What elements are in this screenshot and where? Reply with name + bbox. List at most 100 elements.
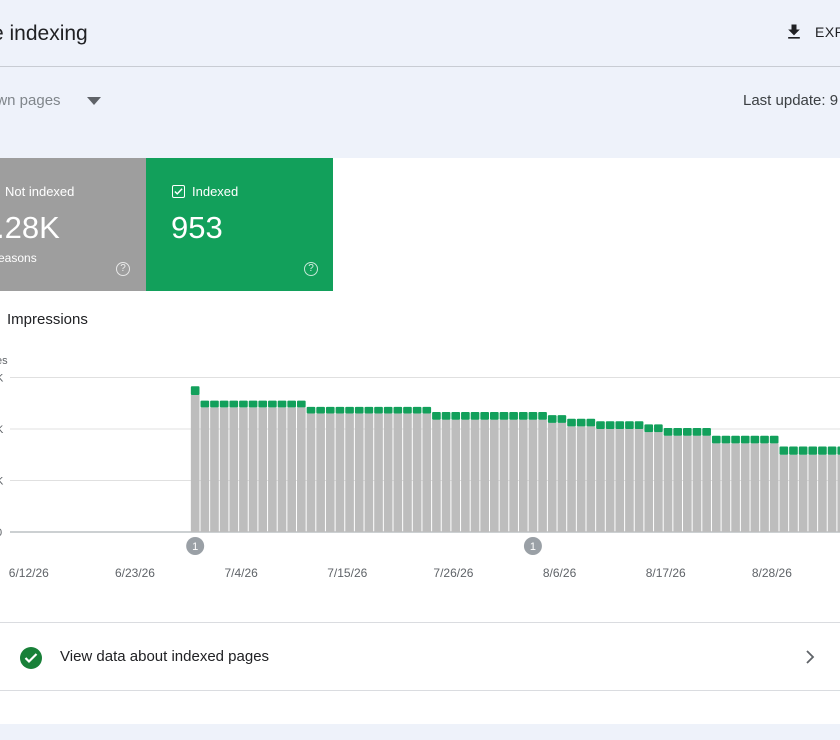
bar-indexed	[528, 412, 538, 420]
bar-not-indexed	[490, 419, 499, 532]
bar-indexed	[509, 412, 518, 420]
bar-indexed	[219, 400, 229, 408]
bar-indexed	[808, 446, 818, 455]
bar-not-indexed	[663, 435, 673, 532]
bar-indexed	[490, 412, 499, 420]
export-button[interactable]: EXP	[784, 22, 840, 42]
bar-not-indexed	[258, 407, 268, 532]
x-tick-label: 6/23/26	[115, 566, 155, 580]
indexed-value: 953	[171, 210, 223, 245]
bar-not-indexed	[277, 407, 287, 532]
bar-indexed	[634, 421, 644, 429]
bar-indexed	[200, 400, 210, 408]
annotation-marker	[186, 537, 205, 555]
annotation-label: 1	[530, 541, 536, 553]
filter-label: own pages	[0, 92, 61, 109]
bar-not-indexed	[239, 407, 248, 532]
bar-indexed	[818, 446, 827, 455]
help-icon[interactable]: ?	[116, 262, 130, 276]
help-icon[interactable]: ?	[304, 262, 318, 276]
bar-not-indexed	[605, 429, 615, 532]
bar-not-indexed	[547, 422, 557, 532]
bar-indexed	[711, 435, 721, 444]
y-axis-label: es	[0, 355, 8, 367]
bar-indexed	[335, 406, 345, 414]
not-indexed-card[interactable]: Not indexed .28K easons ?	[0, 158, 146, 291]
x-tick-label: 8/6/26	[543, 566, 577, 580]
bar-not-indexed	[528, 419, 538, 532]
bar-not-indexed	[509, 419, 518, 532]
bar-not-indexed	[711, 443, 721, 532]
report-panel: Not indexed .28K easons ? Indexed 953 ? …	[0, 158, 840, 724]
download-icon	[788, 24, 800, 39]
bar-indexed	[248, 400, 258, 408]
bar-indexed	[297, 400, 306, 408]
bar-indexed	[547, 415, 557, 423]
bar-not-indexed	[818, 454, 827, 532]
bar-indexed	[789, 446, 798, 455]
y-tick-label: K	[0, 373, 4, 385]
bar-not-indexed	[364, 413, 374, 532]
indexing-chart: es K K K 0 1 1 6/12/26 6/23/26 7/4/26 7/15/26 7/26/…	[0, 343, 840, 588]
bar-not-indexed	[750, 443, 760, 532]
bar-indexed	[760, 435, 769, 444]
export-label: EXP	[815, 24, 840, 40]
bar-not-indexed	[789, 454, 798, 532]
chart-svg: es K K K 0 1 1 6/12/26 6/23/26 7/4/26 7/15/26 7/26/…	[0, 355, 840, 580]
bar-not-indexed	[827, 454, 837, 532]
bar-indexed	[731, 435, 740, 444]
bar-indexed	[644, 424, 654, 433]
x-tick-label: 7/4/26	[224, 566, 258, 580]
bar-not-indexed	[470, 419, 480, 532]
bar-not-indexed	[403, 413, 412, 532]
x-tick-label: 7/26/26	[433, 566, 473, 580]
bar-indexed	[837, 446, 840, 455]
bar-not-indexed	[422, 413, 432, 532]
bar-indexed	[663, 427, 673, 436]
chevron-right-icon	[806, 650, 815, 664]
bar-not-indexed	[287, 407, 296, 532]
pages-filter-dropdown[interactable]: own pages	[0, 92, 101, 109]
bar-not-indexed	[557, 422, 567, 532]
bar-not-indexed	[615, 429, 625, 532]
bar-not-indexed	[499, 419, 509, 532]
bar-not-indexed	[219, 407, 229, 532]
checkbox-checked-icon[interactable]	[172, 185, 185, 198]
bar-not-indexed	[740, 443, 750, 532]
bar-indexed	[596, 421, 605, 429]
bar-indexed	[480, 412, 489, 420]
bar-indexed	[702, 427, 711, 436]
page-header: e indexing EXP	[0, 0, 840, 67]
bar-indexed	[518, 412, 528, 420]
bar-not-indexed	[798, 454, 808, 532]
bar-indexed	[412, 406, 422, 414]
bar-indexed	[779, 446, 789, 455]
bar-indexed	[451, 412, 461, 420]
indexed-card[interactable]: Indexed 953 ?	[146, 158, 333, 291]
bar-not-indexed	[760, 443, 769, 532]
bar-not-indexed	[229, 407, 239, 532]
bar-not-indexed	[808, 454, 818, 532]
bar-not-indexed	[731, 443, 740, 532]
bar-indexed	[740, 435, 750, 444]
bar-indexed	[615, 421, 625, 429]
bar-not-indexed	[567, 426, 576, 532]
bar-not-indexed	[673, 435, 682, 532]
bar-not-indexed	[248, 407, 258, 532]
bar-not-indexed	[625, 429, 634, 532]
bar-not-indexed	[461, 419, 470, 532]
bar-indexed	[605, 421, 615, 429]
link-card-label: View data about indexed pages	[60, 648, 270, 665]
view-indexed-pages-link[interactable]: View data about indexed pages	[0, 622, 840, 691]
bar-indexed	[422, 406, 432, 414]
bar-not-indexed	[306, 413, 316, 532]
bar-indexed	[354, 406, 364, 414]
bar-indexed	[461, 412, 470, 420]
bar-indexed	[258, 400, 268, 408]
bar-indexed	[721, 435, 731, 444]
bar-not-indexed	[210, 407, 219, 532]
bar-not-indexed	[518, 419, 528, 532]
bar-not-indexed	[644, 432, 654, 532]
impressions-toggle[interactable]: Impressions	[7, 311, 88, 328]
bar-indexed	[316, 406, 325, 414]
